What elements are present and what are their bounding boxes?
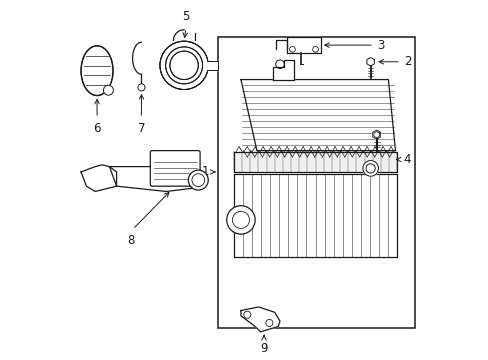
FancyBboxPatch shape xyxy=(150,150,200,186)
Polygon shape xyxy=(81,165,116,192)
Polygon shape xyxy=(372,130,380,139)
Polygon shape xyxy=(233,152,396,172)
Circle shape xyxy=(226,206,255,234)
Polygon shape xyxy=(366,58,373,66)
Text: 1: 1 xyxy=(201,166,208,179)
Text: 7: 7 xyxy=(138,122,145,135)
Text: 6: 6 xyxy=(93,122,101,135)
Text: 3: 3 xyxy=(376,39,384,51)
Polygon shape xyxy=(362,161,378,176)
Text: 5: 5 xyxy=(182,10,189,23)
Polygon shape xyxy=(276,40,286,49)
Polygon shape xyxy=(233,174,396,257)
Text: 9: 9 xyxy=(260,342,267,355)
Polygon shape xyxy=(272,60,294,80)
Polygon shape xyxy=(286,37,320,53)
Circle shape xyxy=(138,84,145,91)
Text: 4: 4 xyxy=(403,153,410,166)
Polygon shape xyxy=(109,167,194,192)
Text: 8: 8 xyxy=(127,234,134,247)
Circle shape xyxy=(103,85,113,95)
Bar xyxy=(218,37,414,328)
Circle shape xyxy=(188,170,208,190)
Polygon shape xyxy=(207,61,218,69)
Polygon shape xyxy=(241,80,395,150)
Polygon shape xyxy=(241,307,280,332)
Text: 2: 2 xyxy=(403,55,410,68)
Circle shape xyxy=(160,41,208,90)
Ellipse shape xyxy=(81,46,113,95)
